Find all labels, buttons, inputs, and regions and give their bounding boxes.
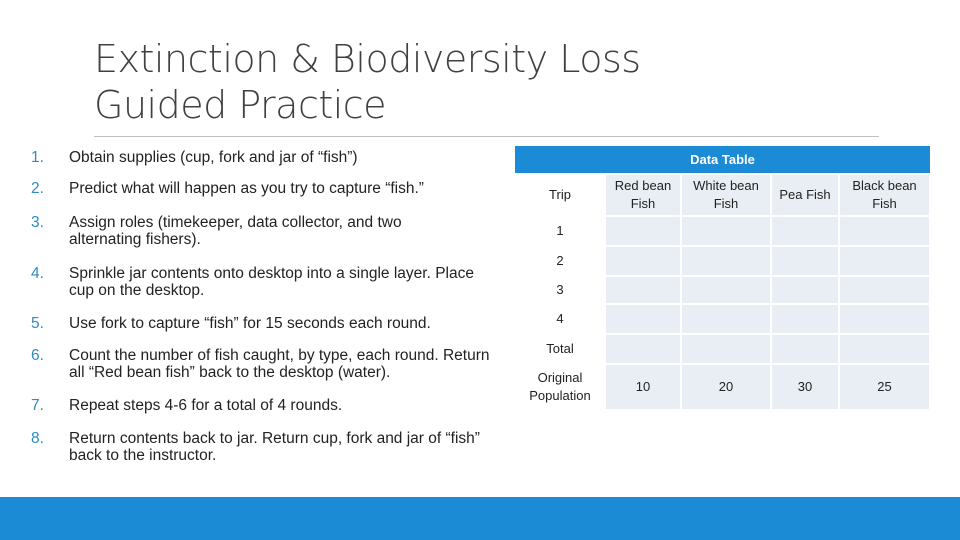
step-number: 5. [31, 315, 44, 332]
table-cell: 30 [770, 363, 840, 411]
table-header-cell: Red bean Fish [604, 173, 682, 217]
table-cell [838, 275, 931, 305]
table-cell [604, 333, 682, 365]
table-row-label: 1 [514, 215, 606, 247]
step-number: 4. [31, 265, 44, 282]
table-cell [770, 333, 840, 365]
table-cell [770, 215, 840, 247]
table-cell [770, 303, 840, 335]
table-cell [770, 245, 840, 277]
table-row-label: Total [514, 333, 606, 365]
step-number: 6. [31, 347, 44, 364]
table-header-cell: Trip [514, 173, 606, 217]
step-text: Predict what will happen as you try to c… [69, 180, 424, 197]
table-cell [680, 275, 772, 305]
table-cell [838, 303, 931, 335]
step-text: Return contents back to jar. Return cup,… [69, 430, 480, 464]
step-text: Sprinkle jar contents onto desktop into … [69, 265, 474, 299]
step-text: Assign roles (timekeeper, data collector… [69, 214, 402, 248]
slide-title-line1: Extinction & Biodiversity Loss [94, 37, 641, 81]
table-cell [838, 215, 931, 247]
table-cell [680, 215, 772, 247]
table-cell [604, 303, 682, 335]
table-cell [680, 303, 772, 335]
table-row: 4 [514, 303, 931, 335]
table-row-label: 2 [514, 245, 606, 277]
step-number: 3. [31, 214, 44, 231]
step-number: 1. [31, 149, 44, 166]
table-cell [838, 333, 931, 365]
table-row-label: 4 [514, 303, 606, 335]
steps-list: 1. Obtain supplies (cup, fork and jar of… [31, 149, 490, 464]
step-text: Obtain supplies (cup, fork and jar of “f… [69, 149, 358, 166]
step-text: Use fork to capture “fish” for 15 second… [69, 315, 431, 332]
table-cell [680, 333, 772, 365]
slide-title-line2: Guided Practice [94, 83, 387, 127]
table-cell [604, 215, 682, 247]
table-cell: 20 [680, 363, 772, 411]
table-row: 2 [514, 245, 931, 277]
table-header-cell: White bean Fish [680, 173, 772, 217]
table-row-label: Original Population [514, 363, 606, 411]
table-cell: 25 [838, 363, 931, 411]
data-table: Data Table Trip Red bean Fish White bean… [514, 146, 931, 411]
slide-title: Extinction & Biodiversity Loss Guided Pr… [94, 36, 794, 128]
table-cell [604, 275, 682, 305]
step-text: Repeat steps 4-6 for a total of 4 rounds… [69, 397, 343, 414]
table-cell [838, 245, 931, 277]
table-header-cell: Pea Fish [770, 173, 840, 217]
footer-bar [0, 497, 960, 540]
step-number: 2. [31, 180, 44, 197]
table-row: Total [514, 333, 931, 365]
table-cell [770, 275, 840, 305]
table-header-cell: Black bean Fish [838, 173, 931, 217]
step-number: 8. [31, 430, 44, 447]
title-divider [94, 136, 879, 137]
table-row: 1 [514, 215, 931, 247]
data-table-title: Data Table [515, 146, 930, 174]
table-row-label: 3 [514, 275, 606, 305]
table-cell [680, 245, 772, 277]
table-cell: 10 [604, 363, 682, 411]
table-row: 3 [514, 275, 931, 305]
table-header-row: Trip Red bean Fish White bean Fish Pea F… [514, 173, 931, 217]
table-row: Original Population 10 20 30 25 [514, 363, 931, 411]
step-number: 7. [31, 397, 44, 414]
step-text: Count the number of fish caught, by type… [69, 347, 490, 381]
table-cell [604, 245, 682, 277]
